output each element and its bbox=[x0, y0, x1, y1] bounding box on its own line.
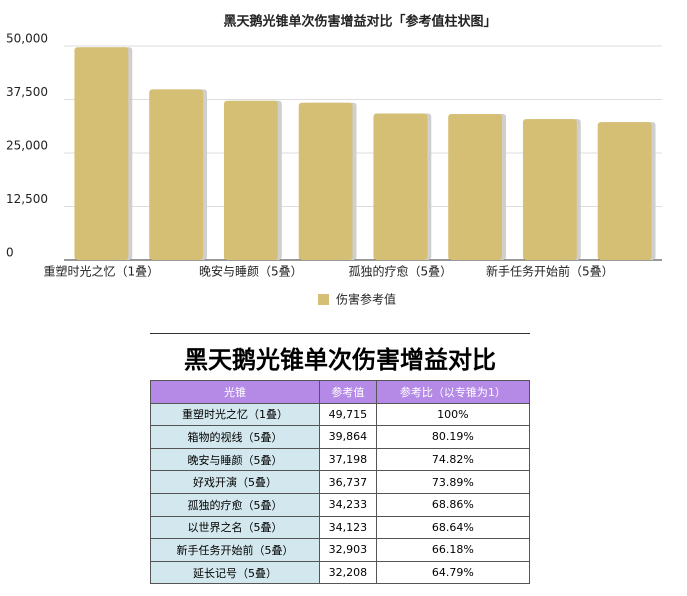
chart-title: 黑天鹅光锥单次伤害增益对比「参考值柱状图」 bbox=[223, 14, 496, 30]
header-cell: 光锥 bbox=[149, 380, 321, 404]
bar bbox=[149, 89, 204, 260]
y-tick-label: 37,500 bbox=[6, 85, 48, 99]
x-tick-label: 重塑时光之忆（1叠） bbox=[44, 264, 160, 279]
table-cell: 新手任务开始前（5叠） bbox=[149, 538, 321, 562]
table-cell: 延长记号（5叠） bbox=[149, 560, 321, 585]
table-cell: 32,903 bbox=[319, 538, 377, 562]
header-cell: 参考值 bbox=[319, 380, 377, 404]
bar bbox=[522, 119, 577, 260]
table-cell: 74.82% bbox=[375, 447, 531, 472]
x-tick-label: 孤独的疗愈（5叠） bbox=[349, 264, 453, 279]
bar bbox=[597, 122, 652, 261]
y-tick-label: 25,000 bbox=[6, 139, 48, 153]
table-cell: 64.79% bbox=[375, 560, 531, 585]
table-row: 晚安与睡颜（5叠） 37,198 74.82% bbox=[149, 447, 531, 472]
table-row: 新手任务开始前（5叠） 32,903 66.18% bbox=[149, 538, 531, 562]
header-cell: 参考比（以专锥为1） bbox=[375, 380, 531, 404]
bar bbox=[298, 102, 353, 260]
table-cell: 晚安与睡颜（5叠） bbox=[149, 447, 321, 472]
bar bbox=[448, 113, 503, 261]
table-row: 延长记号（5叠） 32,208 64.79% bbox=[149, 560, 531, 585]
x-tick-label: 新手任务开始前（5叠） bbox=[486, 264, 614, 279]
header-row: 光锥 参考值 参考比（以专锥为1） bbox=[149, 380, 531, 404]
bar bbox=[74, 47, 129, 260]
table-row: 孤独的疗愈（5叠） 34,233 68.86% bbox=[149, 492, 531, 517]
table-cell: 100% bbox=[375, 402, 531, 427]
table-row: 箱物的视线（5叠） 39,864 80.19% bbox=[149, 425, 531, 449]
table-cell: 以世界之名（5叠） bbox=[149, 515, 321, 540]
y-tick-label: 50,000 bbox=[6, 32, 48, 46]
table: 光锥 参考值 参考比（以专锥为1） 重塑时光之忆（1叠） 49,715 100% 箱物的视线… bbox=[149, 380, 531, 585]
table-cell: 34,233 bbox=[319, 492, 377, 517]
table-cell: 好戏开演（5叠） bbox=[149, 470, 321, 494]
y-tick-label: 0 bbox=[6, 246, 14, 260]
table-cell: 32,208 bbox=[319, 560, 377, 585]
table-cell: 73.89% bbox=[375, 470, 531, 494]
table-cell: 箱物的视线（5叠） bbox=[149, 425, 321, 449]
table-row: 好戏开演（5叠） 36,737 73.89% bbox=[149, 470, 531, 494]
table-cell: 36,737 bbox=[319, 470, 377, 494]
y-tick-label: 12,500 bbox=[6, 192, 48, 206]
bar bbox=[223, 100, 278, 260]
table-cell: 49,715 bbox=[319, 402, 377, 427]
legend-label: 伤害参考值 bbox=[336, 292, 396, 307]
table-cell: 37,198 bbox=[319, 447, 377, 472]
table-cell: 孤独的疗愈（5叠） bbox=[149, 492, 321, 517]
table-cell: 重塑时光之忆（1叠） bbox=[149, 402, 321, 427]
chart: 黑天鹅光锥单次伤害增益对比「参考值柱状图」 0 12,500 25,000 37,50… bbox=[6, 14, 662, 307]
table-cell: 68.64% bbox=[375, 515, 531, 540]
table-row: 重塑时光之忆（1叠） 49,715 100% bbox=[149, 402, 531, 427]
legend-swatch bbox=[318, 294, 329, 305]
table-cell: 34,123 bbox=[319, 515, 377, 540]
table-row: 以世界之名（5叠） 34,123 68.64% bbox=[149, 515, 531, 540]
divider bbox=[150, 333, 530, 334]
table-cell: 80.19% bbox=[375, 425, 531, 449]
bar bbox=[373, 113, 428, 260]
x-tick-label: 晚安与睡颜（5叠） bbox=[199, 264, 303, 279]
table-title: 黑天鹅光锥单次伤害增益对比 bbox=[184, 346, 496, 374]
table-cell: 68.86% bbox=[375, 492, 531, 517]
table-cell: 66.18% bbox=[375, 538, 531, 562]
table-cell: 39,864 bbox=[319, 425, 377, 449]
